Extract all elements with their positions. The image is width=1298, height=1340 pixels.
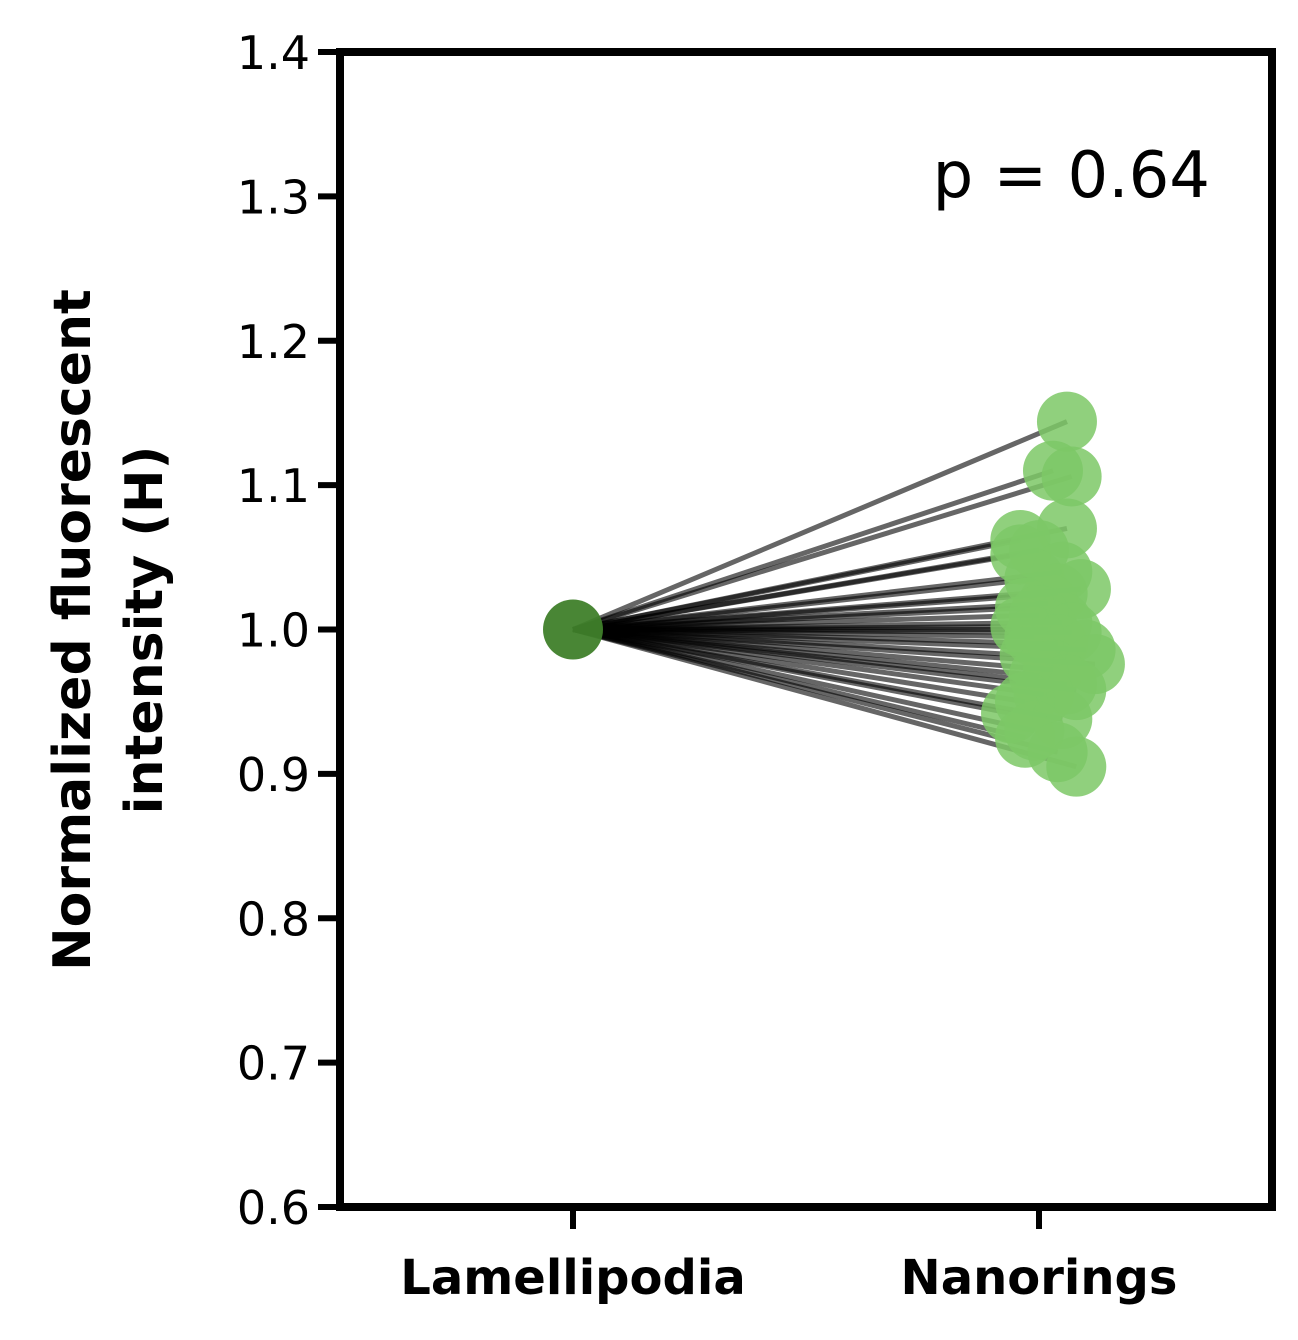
y-axis-label: Normalized fluorescent intensity (H)	[43, 289, 175, 971]
y-tick-label: 0.7	[237, 1037, 310, 1091]
pair-lines	[572, 419, 1096, 770]
nanorings-point	[1041, 446, 1102, 507]
x-tick-label: Lamellipodia	[400, 1250, 745, 1306]
y-axis-label-line-1: Normalized fluorescent	[43, 289, 103, 971]
pair-line	[572, 419, 1068, 632]
y-tick-label: 0.9	[237, 748, 310, 802]
y-tick-label: 1.4	[237, 26, 310, 80]
x-tick-label: Nanorings	[901, 1250, 1178, 1306]
y-tick-label: 1.2	[237, 315, 310, 369]
lamellipodia-point	[543, 599, 603, 660]
y-tick-label: 0.6	[237, 1181, 310, 1235]
data-points	[543, 391, 1125, 797]
y-axis-label-line-2: intensity (H)	[115, 446, 175, 815]
y-tick-label: 1.1	[237, 459, 310, 513]
x-axis-ticks: Lamellipodia Nanorings	[400, 1207, 1177, 1306]
pair-line	[572, 474, 1073, 632]
nanorings-point	[1036, 391, 1097, 452]
plot-frame	[336, 48, 1276, 1211]
pair-line	[572, 627, 1063, 722]
pair-line	[572, 627, 1077, 770]
y-tick-label: 1.3	[237, 170, 310, 224]
p-value-annotation: p = 0.64	[933, 139, 1210, 213]
y-tick-label: 0.8	[237, 892, 310, 946]
y-tick-label: 1.0	[237, 604, 310, 658]
nanorings-point	[1046, 736, 1107, 797]
y-axis-ticks: 0.6 0.7 0.8 0.9 1.0 1.1 1.2 1.3 1.4	[237, 26, 340, 1235]
pair-line	[572, 551, 1021, 632]
